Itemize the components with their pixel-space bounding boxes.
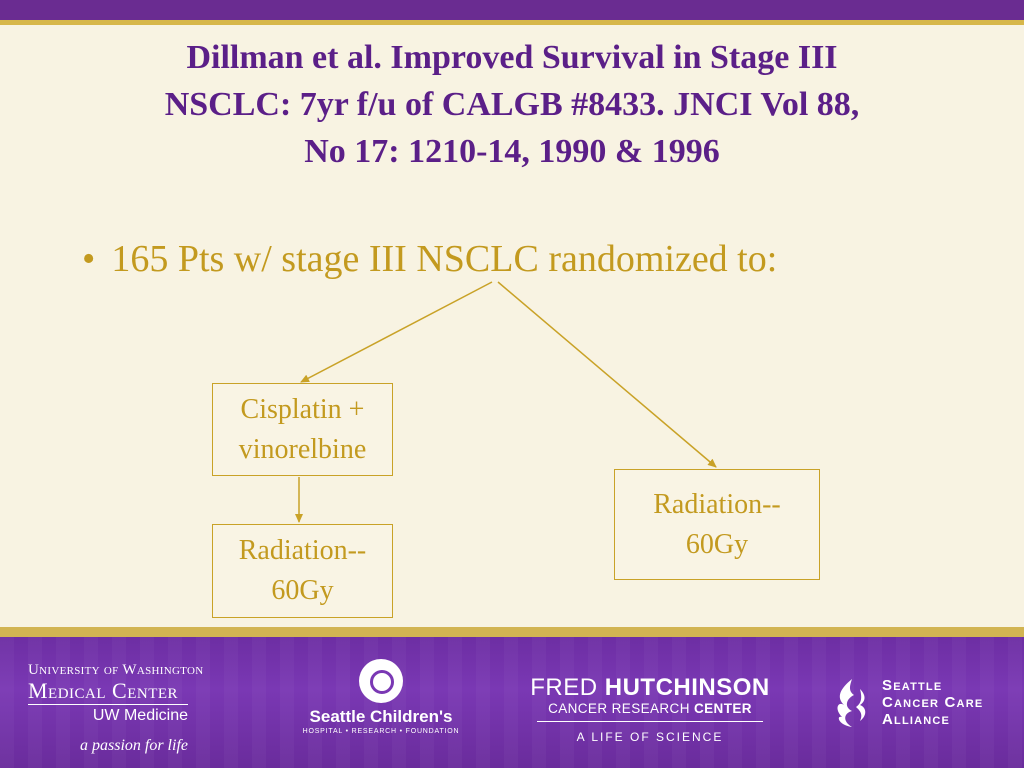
title-line-3: No 17: 1210-14, 1990 & 1996: [304, 133, 720, 170]
fred-hutch-line-1: FRED HUTCHINSON: [530, 674, 770, 701]
top-purple-bar: [0, 0, 1024, 20]
fred-hutch-line-2: CANCER RESEARCH CENTER: [548, 701, 752, 716]
arrow-to-radiation-right: [497, 281, 717, 468]
box-rad-right-line-2: 60Gy: [685, 528, 749, 560]
seattle-childrens-logo: Seattle Children's HOSPITAL • RESEARCH •…: [296, 659, 466, 737]
scca-line-1: Seattle: [882, 677, 943, 694]
footer-gold-rule: [0, 627, 1024, 637]
uw-medicine-logo: University of Washington Medical Center …: [28, 661, 204, 755]
box-chemo-line-1: Cisplatin +: [240, 393, 365, 425]
bullet-marker: •: [82, 238, 96, 280]
scca-line-3: Alliance: [882, 711, 951, 728]
seattle-childrens-sub: HOSPITAL • RESEARCH • FOUNDATION: [302, 728, 460, 735]
seattle-childrens-emblem-icon: [359, 659, 403, 703]
box-rad-left-line-2: 60Gy: [271, 575, 334, 606]
box-rad-left-line-1: Radiation--: [238, 535, 367, 566]
uw-divider: [28, 704, 188, 705]
uw-tagline: a passion for life: [79, 737, 188, 754]
box-radiation-alone: Radiation-- 60Gy: [614, 469, 820, 580]
scca-line-2: Cancer Care: [882, 694, 984, 711]
box-rad-right-line-1: Radiation--: [653, 488, 781, 520]
uw-line-3: UW Medicine: [92, 707, 188, 724]
fred-hutch-divider: [537, 721, 763, 722]
slide-title: Dillman et al. Improved Survival in Stag…: [40, 34, 984, 175]
uw-line-2: Medical Center: [28, 678, 179, 703]
box-radiation-after-chemo: Radiation-- 60Gy: [212, 524, 393, 618]
title-line-1: Dillman et al. Improved Survival in Stag…: [186, 39, 838, 76]
footer-logo-banner: University of Washington Medical Center …: [0, 637, 1024, 768]
bullet-text: 165 Pts w/ stage III NSCLC randomized to…: [111, 238, 778, 280]
seattle-childrens-name: Seattle Children's: [309, 707, 453, 726]
bullet-item: • 165 Pts w/ stage III NSCLC randomized t…: [82, 236, 982, 282]
top-gold-rule: [0, 20, 1024, 25]
box-chemo-line-2: vinorelbine: [238, 433, 367, 465]
scca-flame-icon: [837, 679, 866, 727]
box-cisplatin-vinorelbine: Cisplatin + vinorelbine: [212, 383, 393, 476]
fred-hutchinson-logo: FRED HUTCHINSON CANCER RESEARCH CENTER A…: [530, 674, 770, 745]
fred-hutch-tagline: A LIFE OF SCIENCE: [576, 730, 724, 744]
title-line-2: NSCLC: 7yr f/u of CALGB #8433. JNCI Vol …: [164, 86, 860, 123]
scca-name: Seattle Cancer Care Alliance: [882, 677, 983, 728]
uw-line-1: University of Washington: [28, 662, 204, 678]
arrow-to-chemo: [300, 281, 493, 383]
